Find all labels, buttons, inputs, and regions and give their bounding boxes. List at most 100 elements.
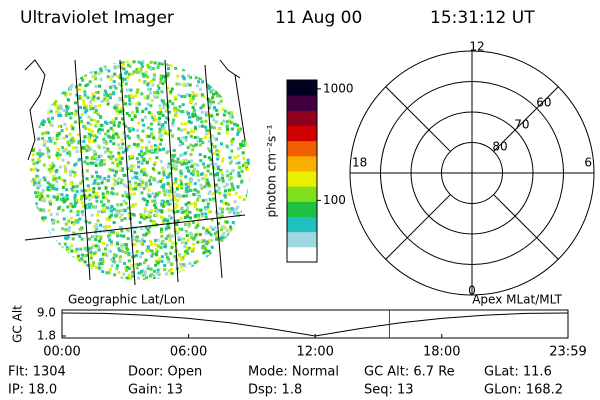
pixel — [196, 117, 200, 121]
pixel — [44, 256, 48, 260]
pixel — [139, 67, 143, 71]
pixel — [117, 124, 121, 128]
pixel — [235, 269, 239, 273]
pixel — [179, 276, 183, 280]
pixel — [98, 131, 102, 135]
pixel — [36, 276, 40, 280]
pixel — [227, 243, 231, 247]
pixel — [40, 199, 44, 203]
pixel — [142, 157, 146, 161]
pixel — [226, 207, 230, 211]
pixel — [247, 109, 250, 113]
time: 15:31:12 UT — [430, 8, 535, 28]
pixel — [217, 188, 221, 192]
pixel — [31, 223, 35, 227]
pixel — [113, 253, 117, 257]
pixel — [156, 271, 160, 275]
pixel — [74, 249, 78, 253]
pixel — [43, 98, 47, 102]
pixel — [125, 147, 129, 151]
pixel — [173, 198, 177, 202]
pixel — [144, 258, 148, 262]
pixel — [113, 173, 117, 177]
pixel — [244, 163, 248, 167]
pixel — [72, 222, 76, 226]
pixel — [210, 245, 214, 249]
pixel — [233, 231, 237, 235]
pixel — [98, 163, 102, 167]
pixel — [211, 279, 215, 280]
pixel — [160, 62, 164, 66]
pixel — [192, 247, 196, 251]
pixel — [54, 73, 58, 77]
pixel — [89, 161, 93, 165]
pixel — [51, 92, 55, 96]
pixel — [77, 68, 81, 72]
pixel — [193, 235, 197, 239]
pixel — [147, 192, 151, 196]
pixel — [213, 199, 217, 203]
pixel — [215, 230, 219, 234]
pixel — [224, 75, 228, 79]
pixel — [58, 251, 62, 255]
pixel — [156, 277, 160, 280]
pixel — [32, 275, 36, 279]
pixel — [105, 243, 109, 247]
pixel — [54, 262, 58, 266]
pixel — [100, 123, 104, 127]
pixel — [40, 117, 44, 121]
pixel — [99, 223, 103, 227]
pixel — [116, 234, 120, 238]
pixel — [62, 217, 66, 221]
pixel — [116, 203, 120, 207]
pixel — [186, 182, 190, 186]
pixel — [204, 113, 208, 117]
pixel — [32, 269, 36, 273]
pixel — [215, 108, 219, 112]
pixel — [47, 244, 51, 248]
pixel — [198, 153, 202, 157]
pixel — [80, 237, 84, 241]
pixel — [248, 78, 250, 82]
pixel — [138, 255, 142, 259]
pixel — [246, 191, 250, 195]
pixel — [138, 138, 142, 142]
pixel — [196, 224, 200, 228]
pixel — [95, 279, 99, 280]
pixel — [166, 149, 170, 153]
pixel — [241, 65, 245, 69]
pixel — [89, 253, 93, 257]
pixel — [30, 279, 34, 280]
pixel — [203, 246, 207, 250]
pixel — [239, 145, 243, 149]
pixel — [63, 182, 67, 186]
pixel — [127, 273, 131, 277]
pixel — [140, 170, 144, 174]
pixel — [242, 82, 246, 86]
pixel — [149, 175, 153, 179]
pixel — [207, 209, 211, 213]
pixel — [105, 98, 109, 102]
pixel — [38, 154, 42, 158]
pixel — [93, 157, 97, 161]
pixel — [248, 68, 250, 72]
pixel — [80, 65, 84, 69]
pixel — [223, 244, 227, 248]
pixel — [231, 137, 235, 141]
pixel — [114, 254, 118, 258]
pixel — [160, 234, 164, 238]
pixel — [248, 145, 250, 149]
pixel — [183, 94, 187, 98]
pixel — [52, 178, 56, 182]
pixel — [69, 202, 73, 206]
pixel — [149, 240, 153, 244]
pixel — [238, 174, 242, 178]
pixel — [132, 142, 136, 146]
pixel — [171, 121, 175, 125]
pixel — [148, 194, 152, 198]
pixel — [147, 188, 151, 192]
pixel — [84, 206, 88, 210]
pixel — [161, 183, 165, 187]
pixel — [200, 186, 204, 190]
pixel — [109, 191, 113, 195]
